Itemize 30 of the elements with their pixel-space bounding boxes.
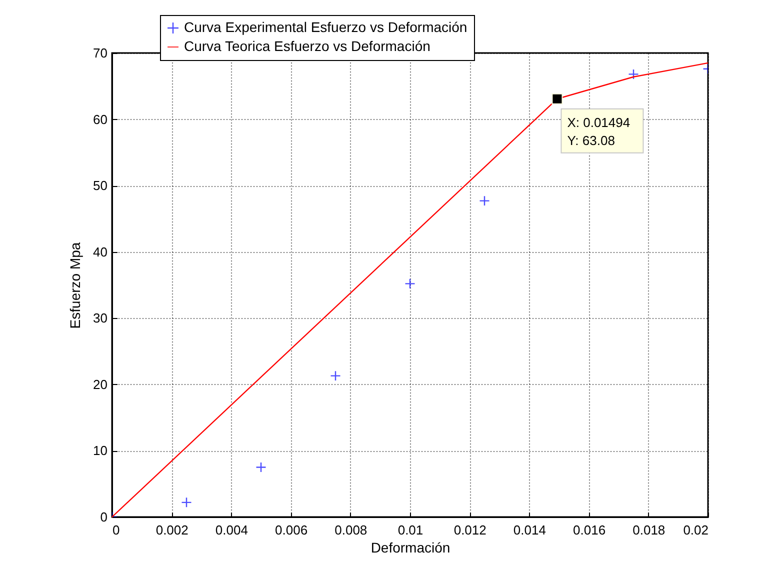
y-axis-title: Esfuerzo Mpa <box>67 242 84 329</box>
point <box>479 195 490 206</box>
point <box>256 462 266 473</box>
x-tick-label: 0.002 <box>156 522 188 538</box>
y-tick-label: 50 <box>93 178 108 194</box>
y-tick-label: 30 <box>93 310 108 326</box>
y-tick-label: 0 <box>100 510 108 524</box>
x-tick-label: 0.008 <box>334 522 368 538</box>
x-tick-label: 0.018 <box>632 522 666 538</box>
point <box>628 68 639 80</box>
legend-label: Curva Experimental Esfuerzo vs Deformación <box>184 19 468 35</box>
point <box>404 278 416 290</box>
x-axis-title: Deformación <box>370 540 450 556</box>
point <box>330 370 341 382</box>
y-tick-label: 60 <box>93 112 108 127</box>
x-tick-label: 0.004 <box>215 522 248 538</box>
y-tick-label: 40 <box>93 244 108 260</box>
x-tick-label: 0.02 <box>683 522 708 538</box>
x-tick-label: 0.012 <box>454 522 486 538</box>
x-tick-label: 0.014 <box>513 522 546 538</box>
x-tick-label: 0.016 <box>573 522 606 538</box>
point <box>181 497 192 508</box>
x-tick-label: 0.01 <box>398 522 424 538</box>
x-tick-label: 0.006 <box>275 522 308 538</box>
y-tick-label: 20 <box>93 376 108 392</box>
legend-label: Curva Teorica Esfuerzo vs Deformación <box>184 38 430 54</box>
y-tick-label: 10 <box>93 443 108 458</box>
x-tick-label: 0 <box>112 522 120 538</box>
y-tick-label: 70 <box>93 46 108 60</box>
annotation: X: 0.01494 Y: 63.08 <box>567 114 630 148</box>
